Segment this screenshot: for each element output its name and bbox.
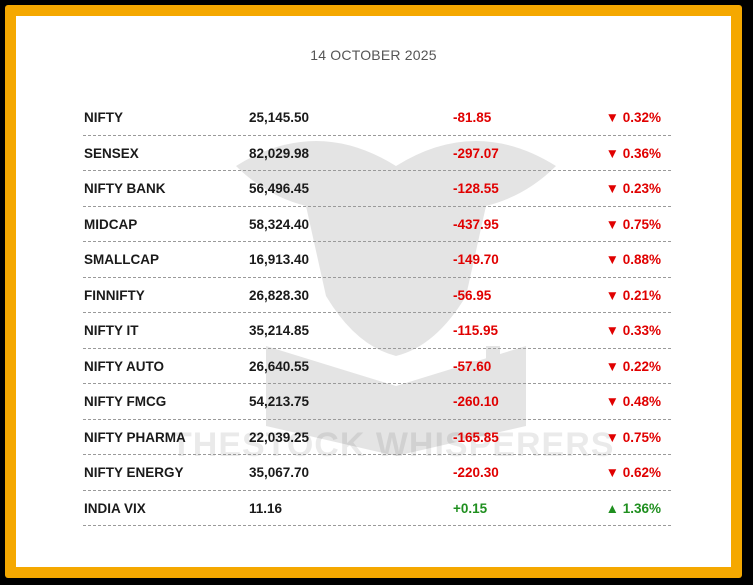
index-value: 22,039.25 <box>249 429 310 445</box>
table-row: NIFTY 25,145.50 -81.85 ▼ 0.32% <box>83 100 671 136</box>
index-change: +0.15 <box>453 500 488 516</box>
table-row: NIFTY FMCG 54,213.75 -260.10 ▼ 0.48% <box>83 384 671 420</box>
table-row: SENSEX 82,029.98 -297.07 ▼ 0.36% <box>83 136 671 171</box>
index-change: -220.30 <box>453 465 499 480</box>
index-value: 54,213.75 <box>249 394 310 409</box>
index-percent-change: ▲ 1.36% <box>605 500 661 516</box>
index-table: NIFTY 25,145.50 -81.85 ▼ 0.32% SENSEX 82,029.… <box>83 100 671 526</box>
index-percent-change: ▼ 0.33% <box>605 323 661 338</box>
watermark-text: THESTOCK WHISPERERS <box>171 426 615 464</box>
index-percent-change: ▼ 0.48% <box>605 394 661 409</box>
index-value: 56,496.45 <box>249 181 310 196</box>
index-percent-change: ▼ 0.62% <box>605 465 661 480</box>
index-name: NIFTY FMCG <box>84 394 167 409</box>
index-name: NIFTY AUTO <box>84 358 165 374</box>
index-change: -260.10 <box>453 394 499 409</box>
index-value: 26,640.55 <box>249 358 310 374</box>
index-name: SENSEX <box>84 145 139 161</box>
market-card: 14 OCTOBER 2025 THESTOCK WHISPERERS NIFT… <box>16 16 731 567</box>
index-name: NIFTY ENERGY <box>84 465 184 480</box>
index-percent-change: ▼ 0.75% <box>605 429 661 445</box>
table-row: SMALLCAP 16,913.40 -149.70 ▼ 0.88% <box>83 242 671 278</box>
index-change: -128.55 <box>453 181 499 196</box>
index-value: 11.16 <box>249 500 283 516</box>
index-value: 58,324.40 <box>249 216 310 232</box>
index-name: MIDCAP <box>84 216 138 232</box>
index-name: SMALLCAP <box>84 252 159 267</box>
index-change: -56.95 <box>453 287 492 303</box>
index-change: -297.07 <box>453 145 499 161</box>
index-change: -115.95 <box>453 323 499 338</box>
bull-logo-watermark <box>236 141 556 456</box>
index-name: NIFTY IT <box>84 323 139 338</box>
index-value: 35,067.70 <box>249 465 310 480</box>
index-percent-change: ▼ 0.32% <box>605 110 661 125</box>
index-change: -149.70 <box>453 252 499 267</box>
index-name: INDIA VIX <box>84 500 146 516</box>
table-row: NIFTY AUTO 26,640.55 -57.60 ▼ 0.22% <box>83 349 671 384</box>
index-name: FINNIFTY <box>84 287 145 303</box>
index-change: -81.85 <box>453 110 492 125</box>
index-value: 26,828.30 <box>249 287 310 303</box>
index-value: 82,029.98 <box>249 145 310 161</box>
table-row: NIFTY PHARMA 22,039.25 -165.85 ▼ 0.75% <box>83 420 671 455</box>
table-row: FINNIFTY 26,828.30 -56.95 ▼ 0.21% <box>83 278 671 313</box>
index-value: 25,145.50 <box>249 110 310 125</box>
index-percent-change: ▼ 0.23% <box>605 181 661 196</box>
index-percent-change: ▼ 0.36% <box>605 145 661 161</box>
report-date: 14 OCTOBER 2025 <box>310 47 437 63</box>
index-percent-change: ▼ 0.22% <box>605 358 661 374</box>
index-name: NIFTY <box>84 110 123 125</box>
index-value: 16,913.40 <box>249 252 310 267</box>
index-percent-change: ▼ 0.88% <box>605 252 661 267</box>
index-name: NIFTY PHARMA <box>84 429 186 445</box>
index-change: -437.95 <box>453 216 499 232</box>
index-percent-change: ▼ 0.21% <box>605 287 661 303</box>
table-row: NIFTY BANK 56,496.45 -128.55 ▼ 0.23% <box>83 171 671 207</box>
table-row: NIFTY IT 35,214.85 -115.95 ▼ 0.33% <box>83 313 671 349</box>
table-row: MIDCAP 58,324.40 -437.95 ▼ 0.75% <box>83 207 671 242</box>
table-row: NIFTY ENERGY 35,067.70 -220.30 ▼ 0.62% <box>83 455 671 491</box>
index-value: 35,214.85 <box>249 323 310 338</box>
index-change: -165.85 <box>453 429 499 445</box>
table-row: INDIA VIX 11.16 +0.15 ▲ 1.36% <box>83 491 671 526</box>
index-percent-change: ▼ 0.75% <box>605 216 661 232</box>
index-name: NIFTY BANK <box>84 181 166 196</box>
index-change: -57.60 <box>453 358 492 374</box>
